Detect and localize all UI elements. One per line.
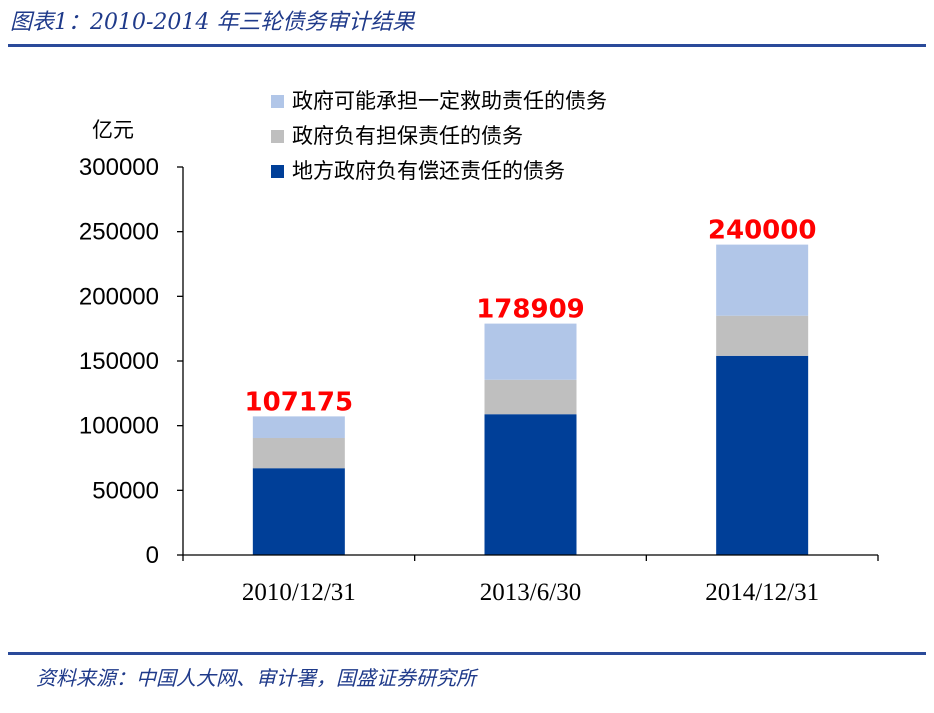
y-tick-label: 150000 [79,348,159,375]
bar-segment-repayment [716,355,809,555]
total-value-label: 178909 [476,295,585,325]
bar-segment-guarantee [484,379,577,415]
y-tick-label: 250000 [79,219,159,246]
y-tick-label: 0 [146,542,159,569]
x-axis: 2010/12/31 2013/6/30 2014/12/31 [182,554,879,606]
total-value-label: 107175 [245,387,354,417]
bar-segment-guarantee [716,315,809,356]
legend-label: 政府可能承担一定救助责任的债务 [292,89,607,113]
y-tick-label: 300000 [79,154,159,181]
figure-title: 图表1：2010-2014 年三轮债务审计结果 [10,10,415,35]
y-tick-label: 50000 [92,477,159,504]
total-value-label: 240000 [708,216,817,246]
x-category-label: 2010/12/31 [242,579,356,606]
source-rule [8,652,926,655]
legend-swatch [271,95,284,108]
x-category-label: 2013/6/30 [480,579,581,606]
bar-segment-guarantee [252,437,345,469]
bar-segment-rescue [484,323,577,380]
bar-segment-repayment [252,468,345,555]
title-rule [8,44,926,47]
bar-segment-repayment [484,414,577,555]
total-labels: 107175 178909 240000 [245,216,817,418]
stacked-bar-chart: 政府可能承担一定救助责任的债务政府负有担保责任的债务地方政府负有偿还责任的债务 … [79,89,879,606]
legend-label: 地方政府负有偿还责任的债务 [292,159,565,183]
legend-label: 政府负有担保责任的债务 [292,124,523,148]
y-axis: 0 50000 100000 150000 200000 250000 300000 [79,154,184,569]
legend-swatch [271,165,284,178]
y-tick-label: 100000 [79,413,159,440]
y-axis-unit-label: 亿元 [92,118,134,142]
bars [252,244,809,555]
y-tick-label: 200000 [79,283,159,310]
bar-segment-rescue [716,244,809,316]
legend-swatch [271,130,284,143]
x-category-label: 2014/12/31 [705,579,819,606]
bar-segment-rescue [252,416,345,438]
source-note: 资料来源：中国人大网、审计署，国盛证券研究所 [36,666,476,690]
